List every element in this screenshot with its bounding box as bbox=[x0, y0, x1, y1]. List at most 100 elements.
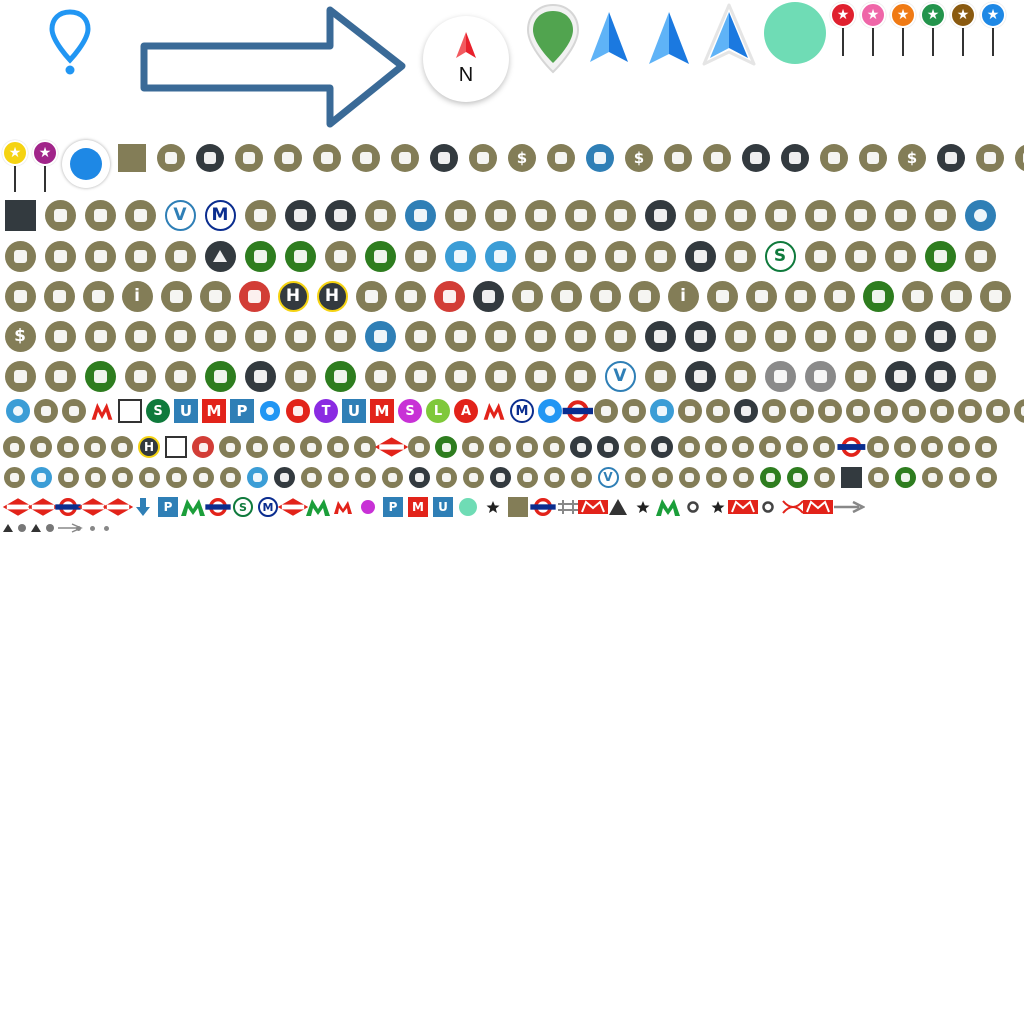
poi-icon bbox=[764, 199, 796, 231]
metro-green-logo-icon bbox=[656, 499, 680, 516]
poi-icon bbox=[921, 436, 943, 458]
poi-icon bbox=[564, 240, 596, 272]
poi-icon bbox=[651, 436, 673, 458]
poi-icon bbox=[435, 466, 457, 488]
metro-rhombus-icon bbox=[77, 498, 109, 516]
poi-icon bbox=[3, 436, 25, 458]
poi-icon bbox=[678, 399, 702, 423]
poi-icon bbox=[30, 436, 52, 458]
poi-icon bbox=[273, 436, 295, 458]
poi-icon bbox=[472, 280, 504, 312]
poi-icon bbox=[570, 466, 592, 488]
poi-icon bbox=[199, 280, 231, 312]
poi-icon bbox=[408, 466, 430, 488]
poi-icon bbox=[684, 199, 716, 231]
poi-icon bbox=[884, 320, 916, 352]
poi-icon bbox=[874, 399, 898, 423]
poi-icon bbox=[324, 360, 356, 392]
poi-icon bbox=[884, 360, 916, 392]
poi-icon bbox=[4, 240, 36, 272]
poi-icon bbox=[762, 399, 786, 423]
poi-icon bbox=[764, 320, 796, 352]
poi-icon bbox=[138, 466, 160, 488]
poi-icon bbox=[284, 199, 316, 231]
poi-icon bbox=[538, 399, 562, 423]
poi-icon bbox=[644, 360, 676, 392]
letter-badge-icon: S bbox=[764, 240, 796, 272]
poi-icon bbox=[986, 399, 1010, 423]
poi-icon bbox=[684, 240, 716, 272]
small-arrow-icon bbox=[58, 523, 83, 533]
poi-icon bbox=[484, 240, 516, 272]
poi-icon bbox=[300, 466, 322, 488]
poi-icon bbox=[724, 360, 756, 392]
poi-icon bbox=[192, 436, 214, 458]
poi-icon bbox=[867, 436, 889, 458]
letter-badge-icon: L bbox=[426, 399, 450, 423]
poi-icon bbox=[404, 360, 436, 392]
poi-icon bbox=[732, 466, 754, 488]
poi-icon bbox=[124, 360, 156, 392]
poi-icon bbox=[124, 320, 156, 352]
poi-icon bbox=[894, 436, 916, 458]
poi-icon bbox=[164, 240, 196, 272]
poi-icon bbox=[958, 399, 982, 423]
letter-square-icon: M bbox=[370, 399, 394, 423]
poi-icon bbox=[524, 240, 556, 272]
small-dot-icon bbox=[103, 525, 109, 531]
small-dot-icon bbox=[89, 525, 95, 531]
poi-icon bbox=[62, 399, 86, 423]
star-icon bbox=[486, 501, 500, 513]
metro-rhombus-icon bbox=[277, 498, 309, 516]
poi-icon bbox=[706, 399, 730, 423]
poi-icon bbox=[844, 320, 876, 352]
poi-icon bbox=[732, 436, 754, 458]
poi-icon bbox=[684, 320, 716, 352]
poi-icon bbox=[764, 360, 796, 392]
poi-icon bbox=[124, 199, 156, 231]
poi-icon bbox=[884, 240, 916, 272]
star-pin-green-icon: ★ bbox=[920, 2, 946, 58]
poi-icon bbox=[462, 466, 484, 488]
poi-icon bbox=[6, 399, 30, 423]
square-poi-icon bbox=[840, 466, 862, 488]
poi-icon bbox=[901, 280, 933, 312]
metro-m-icon: M bbox=[408, 497, 428, 517]
star-icon bbox=[636, 501, 650, 513]
poi-icon bbox=[57, 436, 79, 458]
letter-square-icon: M bbox=[202, 399, 226, 423]
poi-icon bbox=[604, 240, 636, 272]
poi-icon bbox=[160, 280, 192, 312]
poi-icon bbox=[628, 280, 660, 312]
letter-square-icon: U bbox=[174, 399, 198, 423]
dot-icon bbox=[361, 500, 375, 514]
poi-icon bbox=[823, 280, 855, 312]
letter-badge-icon: i bbox=[667, 280, 699, 312]
poi-icon bbox=[867, 466, 889, 488]
poi-icon bbox=[260, 401, 280, 421]
compass-button[interactable]: N bbox=[423, 16, 509, 102]
poi-icon bbox=[564, 360, 596, 392]
metro-logo-icon bbox=[91, 403, 113, 420]
poi-icon bbox=[921, 466, 943, 488]
dot-icon bbox=[18, 524, 26, 532]
poi-icon bbox=[244, 360, 276, 392]
metro-red-logo-icon bbox=[334, 501, 352, 514]
poi-icon bbox=[157, 144, 185, 172]
poi-icon bbox=[43, 280, 75, 312]
poi-icon bbox=[484, 199, 516, 231]
poi-icon bbox=[196, 144, 224, 172]
poi-icon bbox=[3, 466, 25, 488]
poi-icon bbox=[489, 466, 511, 488]
underground-roundel-icon bbox=[530, 498, 556, 516]
poi-icon bbox=[165, 466, 187, 488]
ring-icon bbox=[687, 501, 699, 513]
letter-badge-icon: A bbox=[454, 399, 478, 423]
s-bahn-icon: S bbox=[233, 497, 253, 517]
poi-icon bbox=[274, 144, 302, 172]
poi-icon bbox=[516, 436, 538, 458]
navigation-arrow-outlined-icon bbox=[702, 3, 756, 66]
metro-logo-icon bbox=[483, 403, 505, 420]
poi-icon bbox=[235, 144, 263, 172]
star-pin-red-icon: ★ bbox=[830, 2, 856, 58]
